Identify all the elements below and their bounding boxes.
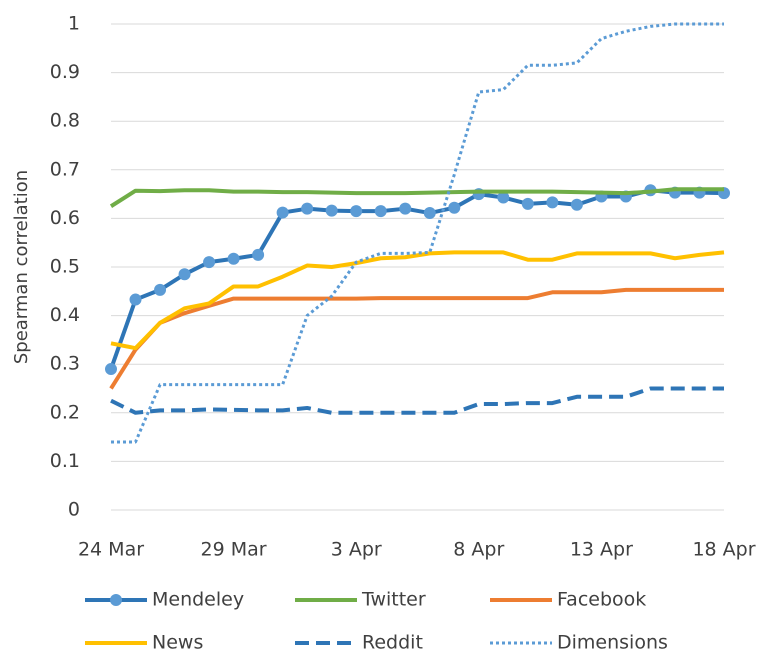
y-tick-label: 0 [68,499,80,521]
series-line [109,187,724,208]
series-line [109,287,724,390]
y-tick-label: 0.2 [50,401,80,423]
marker [276,206,289,219]
marker [252,248,265,261]
y-tick-label: 0.8 [50,110,80,132]
marker [227,252,240,265]
marker [154,283,167,296]
y-tick-label: 0.7 [50,158,80,180]
marker [178,268,191,281]
marker [570,198,583,211]
series-line [110,386,724,415]
x-tick-label: 24 Mar [78,539,144,561]
marker [521,197,534,210]
marker [497,191,510,204]
marker [129,293,142,306]
legend-label: Mendeley [152,589,244,611]
marker [374,205,387,218]
marker [301,202,314,215]
series-line [110,250,725,351]
marker [325,204,338,217]
legend-label: Twitter [361,589,426,611]
y-tick-label: 0.5 [50,256,80,278]
legend-label: Reddit [362,632,423,654]
legend-marker [110,594,122,606]
x-tick-label: 29 Mar [201,539,267,561]
y-tick-label: 0.6 [50,207,80,229]
x-tick-label: 8 Apr [453,539,504,561]
marker [423,207,436,220]
y-tick-label: 0.4 [50,304,80,326]
marker [399,202,412,215]
y-tick-label: 0.1 [50,450,80,472]
marker [448,201,461,214]
legend-label: Dimensions [557,632,668,654]
x-tick-label: 18 Apr [692,539,755,561]
marker [350,205,363,218]
series-line [109,188,725,370]
legend-label: Facebook [557,589,646,611]
marker [203,256,216,269]
y-tick-label: 0.3 [50,353,80,375]
y-tick-label: 0.9 [50,61,80,83]
y-axis-label: Spearman correlation [11,170,32,364]
y-tick-label: 1 [68,13,80,35]
x-tick-label: 3 Apr [331,539,382,561]
series-line [111,22,724,444]
marker [105,363,117,376]
x-tick-label: 13 Apr [570,539,633,561]
legend-label: News [152,632,203,654]
marker [546,196,559,209]
